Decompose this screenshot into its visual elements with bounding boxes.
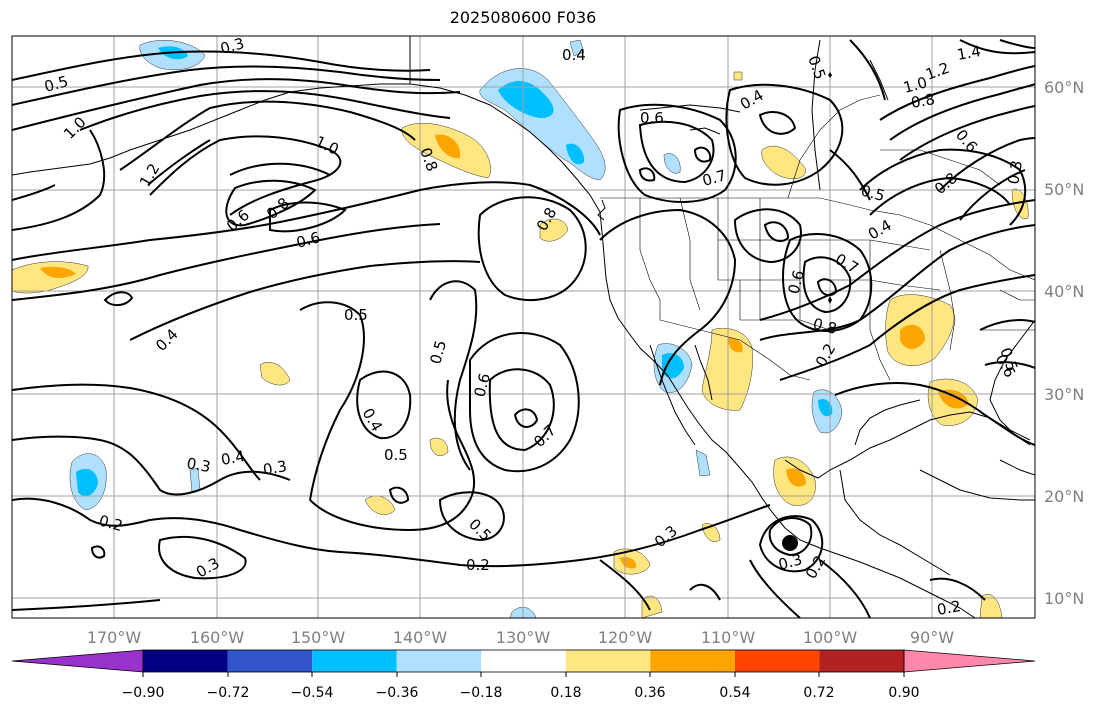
colorbar-tick: −0.36 — [376, 685, 419, 701]
colorbar-segment — [227, 650, 313, 672]
lat-label-50n: 50°N — [1044, 180, 1084, 199]
lon-label-170w: 170°W — [87, 628, 142, 647]
lat-label-40n: 40°N — [1044, 282, 1084, 301]
lon-label-130w: 130°W — [496, 628, 551, 647]
contour-label: 0.2 — [97, 511, 125, 535]
contour-label: 0.5 — [426, 338, 450, 366]
lat-label-30n: 30°N — [1044, 385, 1084, 404]
contour-label: 0.5 — [384, 446, 408, 464]
contour-label: 1.0 — [901, 73, 929, 97]
colorbar-tick: −0.90 — [122, 685, 165, 701]
lon-label-100w: 100°W — [803, 628, 858, 647]
colorbar-segment — [312, 650, 397, 672]
contour-label: 0.3 — [218, 34, 246, 58]
colorbar-segment — [143, 650, 228, 672]
contour-label: 0.8 — [910, 90, 937, 112]
colorbar-segment — [819, 650, 904, 672]
map-title: 2025080600 F036 — [449, 8, 597, 27]
colorbar-tick: 0.36 — [634, 685, 665, 701]
contour-label: 0.5 — [859, 181, 887, 205]
contour-label: 0.3 — [776, 550, 804, 574]
lon-label-90w: 90°W — [910, 628, 954, 647]
political-borders — [600, 94, 1035, 381]
colorbar-segment — [565, 650, 651, 672]
contour-label: 0.2 — [466, 556, 490, 574]
colorbar-tick: 0.54 — [719, 685, 750, 701]
latitude-labels: 60°N 50°N 40°N 30°N 20°N 10°N — [1044, 78, 1084, 608]
map-area: 0.3 0.4 0.5 1.0 1.2 1.0 0.6 0.8 0.6 0.4 … — [12, 34, 1035, 619]
colorbar-tick: 0.72 — [803, 685, 834, 701]
colorbar-tick: 0.90 — [888, 685, 919, 701]
contour-label: 0.7 — [700, 166, 728, 190]
contour-label: 1.4 — [956, 42, 983, 64]
colorbar-extend-high — [903, 649, 1036, 673]
contour-label: 0.4 — [220, 447, 247, 469]
lat-label-60n: 60°N — [1044, 78, 1084, 97]
map-frame — [11, 35, 1036, 619]
contour-label: 0.5 — [42, 72, 70, 96]
longitude-labels: 170°W 160°W 150°W 140°W 130°W 120°W 110°… — [87, 628, 954, 647]
colorbar-extend-low — [11, 649, 144, 673]
colorbar-segment — [481, 650, 566, 672]
colorbar-tick: 0.18 — [550, 685, 581, 701]
contour-lines — [12, 39, 1035, 618]
contour-label: 0.6 — [640, 109, 664, 127]
colorbar-frame — [142, 649, 905, 673]
colorbar-segment — [650, 650, 735, 672]
contour-label: 0.2 — [936, 597, 963, 619]
lat-label-20n: 20°N — [1044, 487, 1084, 506]
contour-label: 0.3 — [262, 457, 289, 479]
contour-label: 0.8 — [811, 314, 839, 338]
contour-label: 0.3 — [1004, 159, 1026, 186]
lat-label-10n: 10°N — [1044, 589, 1084, 608]
colorbar-segment — [734, 650, 820, 672]
contour-label: 0.5 — [344, 306, 368, 324]
low-center-marker — [828, 296, 832, 304]
colorbar — [11, 649, 1036, 677]
lon-label-150w: 150°W — [291, 628, 346, 647]
colorbar-tick: −0.18 — [460, 685, 503, 701]
contour-label: 0.6 — [294, 228, 322, 252]
contour-label: 0.6 — [784, 268, 808, 296]
colorbar-segment — [396, 650, 482, 672]
contour-label: 0.4 — [562, 46, 586, 64]
lon-label-120w: 120°W — [598, 628, 653, 647]
positive-shading — [12, 71, 1029, 618]
lon-label-140w: 140°W — [393, 628, 448, 647]
shaded-anomaly-regions — [12, 39, 1029, 618]
colorbar-ticks: −0.90 −0.72 −0.54 −0.36 −0.18 0.18 0.36 … — [122, 685, 920, 701]
contour-label: 0.3 — [185, 454, 212, 476]
small-center-marker — [828, 72, 832, 78]
colorbar-tick: −0.72 — [207, 685, 250, 701]
contour-label: 0.6 — [470, 371, 494, 399]
colorbar-tick: −0.54 — [291, 685, 334, 701]
lon-label-110w: 110°W — [701, 628, 756, 647]
lon-label-160w: 160°W — [190, 628, 245, 647]
cyclone-center-marker — [782, 535, 798, 551]
